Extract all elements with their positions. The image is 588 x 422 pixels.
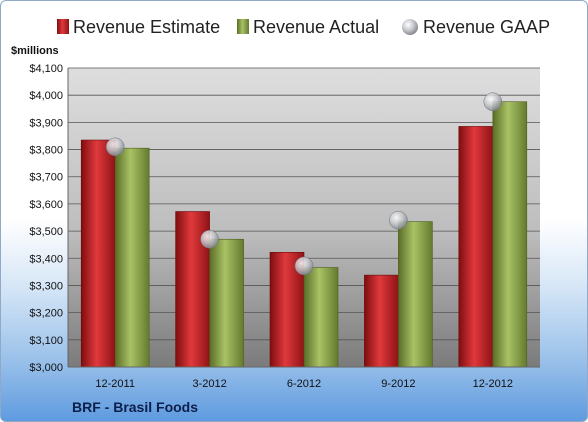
gaap-markers (105, 92, 503, 276)
x-category-label: 6-2012 (287, 378, 321, 390)
y-axis-ticks: $3,000 $3,100 $3,200 $3,300 $3,400 $3,500 $3,6… (29, 63, 63, 374)
bars (80, 101, 528, 368)
legend-label-revenue-gaap: Revenue GAAP (423, 17, 550, 37)
y-tick-label: $4,000 (29, 90, 63, 102)
marker-revenue-gaap (294, 256, 314, 276)
y-tick-label: $3,400 (29, 253, 63, 265)
y-tick-label: $3,800 (29, 145, 63, 157)
bar-revenue-estimate (364, 274, 399, 368)
y-tick-label: $3,700 (29, 172, 63, 184)
bar-revenue-estimate (458, 126, 494, 368)
y-tick-label: $4,100 (29, 63, 63, 75)
marker-revenue-gaap (105, 137, 125, 157)
bar-revenue-actual (303, 267, 339, 368)
marker-revenue-gaap (483, 92, 503, 111)
legend-swatch-revenue-estimate (57, 19, 69, 34)
y-tick-label: $3,200 (29, 308, 63, 320)
y-tick-label: $3,000 (29, 362, 63, 374)
legend-swatch-revenue-gaap (402, 19, 418, 35)
x-category-label: 12-2011 (95, 378, 135, 390)
y-tick-label: $3,500 (29, 226, 63, 238)
x-category-label: 3-2012 (192, 378, 226, 390)
x-category-label: 9-2012 (381, 378, 415, 390)
x-category-label: 12-2012 (473, 378, 513, 390)
y-tick-label: $3,600 (29, 199, 63, 211)
legend-label-revenue-actual: Revenue Actual (253, 17, 379, 37)
bar-revenue-actual (492, 101, 528, 368)
bar-revenue-actual (114, 147, 150, 368)
marker-revenue-gaap (200, 229, 219, 249)
y-tick-label: $3,300 (29, 280, 63, 292)
legend-swatch-revenue-actual (237, 19, 249, 34)
y-tick-label: $3,100 (29, 335, 63, 347)
legend: Revenue Estimate Revenue Actual Revenue … (57, 17, 550, 37)
company-label: BRF - Brasil Foods (72, 399, 198, 415)
y-tick-label: $3,900 (29, 117, 63, 129)
marker-revenue-gaap (389, 210, 408, 230)
legend-label-revenue-estimate: Revenue Estimate (73, 17, 220, 37)
x-axis-labels: 12-2011 3-2012 6-2012 9-2012 12-2012 (95, 378, 513, 390)
y-axis-unit-label: $millions (11, 45, 59, 57)
bar-revenue-actual (209, 238, 244, 368)
bar-revenue-actual (398, 221, 433, 368)
bar-revenue-estimate (80, 139, 116, 368)
